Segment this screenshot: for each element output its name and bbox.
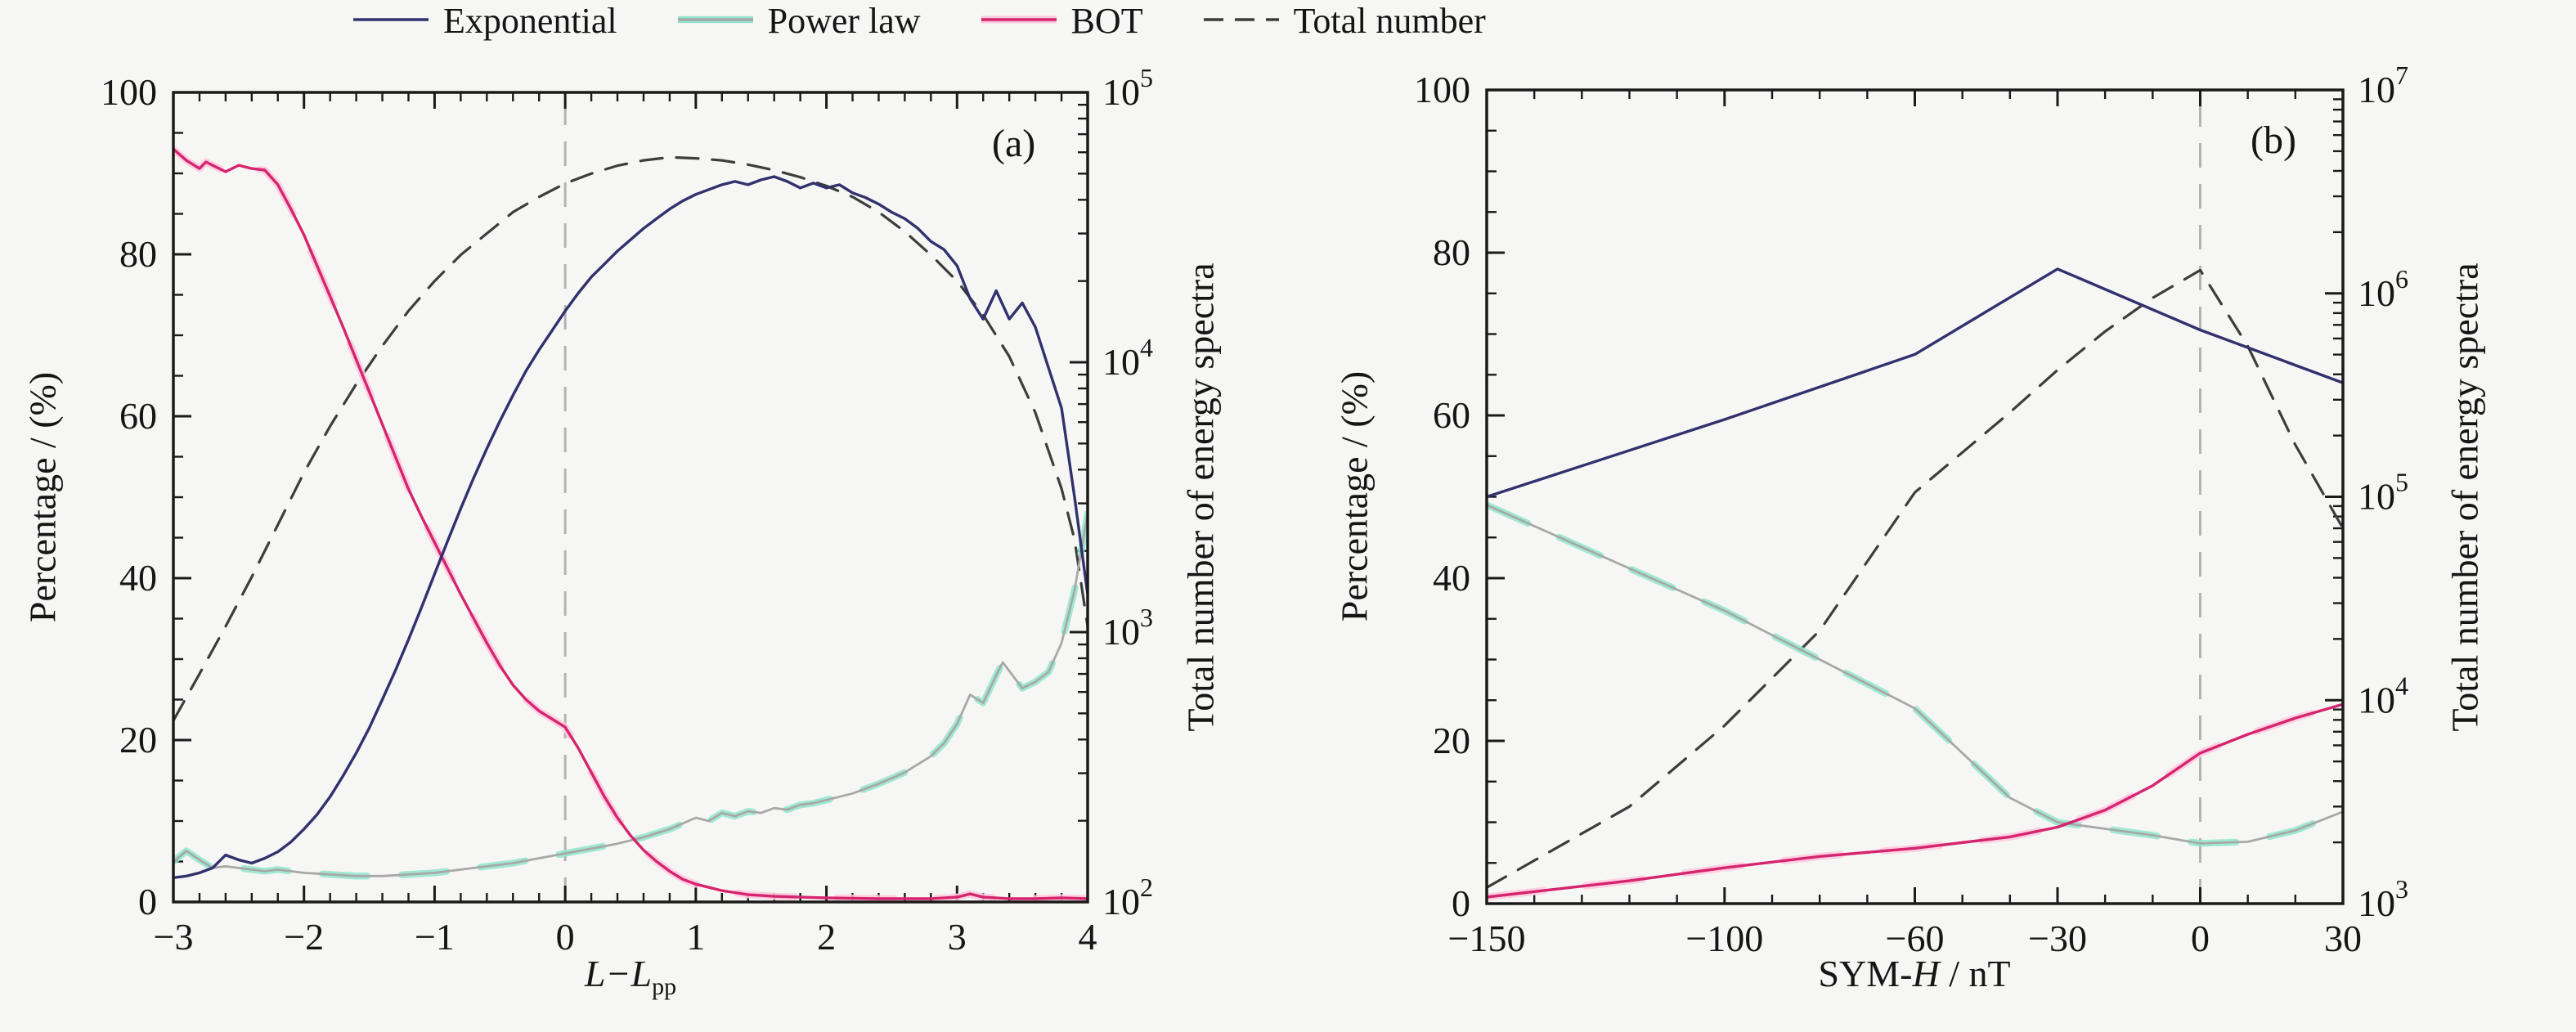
- legend-label: BOT: [1070, 1, 1143, 41]
- panel-a-label: (a): [992, 122, 1036, 165]
- panel-a-series-bot-halo: [173, 145, 1088, 902]
- panel-a-y-left-tick-label: 60: [119, 395, 157, 437]
- panel-b-series-bot: [1487, 702, 2343, 899]
- panel-b-series-power-halo: [1487, 501, 2343, 847]
- bot-line-swatch-icon: [980, 9, 1058, 34]
- panel-b-y-left-tick-label: 60: [1433, 394, 1470, 436]
- legend-item-bot: BOT: [980, 3, 1143, 39]
- legend-item-power-law: Power law: [676, 3, 921, 39]
- legend-label: Power law: [767, 1, 921, 41]
- panel-b-x-tick-label: 30: [2324, 918, 2362, 959]
- panel-a-x-tick-label: 0: [556, 916, 575, 958]
- panel-b-series-bot-halo: [1487, 700, 2343, 901]
- panel-a-y-left-tick-label: 20: [119, 719, 157, 761]
- panel-b-frame: [1485, 88, 2345, 905]
- panel-b-y-left-tick-label: 40: [1433, 557, 1470, 599]
- panel-b-series-power: [1487, 504, 2343, 845]
- total-number-dashed-swatch-icon: [1202, 9, 1281, 34]
- panel-b-y-right-tick-label: 105: [2358, 468, 2408, 518]
- panel-a-x-tick-label: −2: [284, 916, 324, 958]
- panel-b-label: (b): [2251, 119, 2296, 162]
- panel-a-x-tick-label: 4: [1079, 916, 1097, 958]
- panel-a-y-right-tick-label: 104: [1102, 333, 1153, 383]
- legend-label: Exponential: [443, 1, 617, 41]
- panel-b-y-right-tick-label: 106: [2358, 264, 2408, 314]
- panel-a-series-exponential: [173, 175, 1088, 880]
- panel-a-x-tick-label: 3: [948, 916, 967, 958]
- panel-a-y-left-tick-label: 80: [119, 233, 157, 275]
- panel-b-y-left-tick-label: 0: [1452, 882, 1470, 924]
- power-law-line-swatch-icon: [676, 9, 755, 34]
- exponential-line-swatch-icon: [352, 9, 430, 34]
- panel-a-y-left-tick-label: 40: [119, 557, 157, 599]
- panel-a-y-right-tick-label: 103: [1102, 603, 1153, 653]
- legend-item-total-number: Total number: [1202, 3, 1486, 39]
- panel-b-y-right-tick-label: 107: [2358, 61, 2408, 110]
- panel-a-y-right-tick-label: 105: [1102, 63, 1153, 113]
- panel-a-y-left-title: Percentage / (%): [21, 371, 64, 623]
- panel-b-x-tick-label: −30: [2028, 918, 2087, 959]
- panel-b-y-left-title: Percentage / (%): [1333, 370, 1376, 622]
- panel-b-series-total: [1487, 268, 2343, 889]
- panel-b-x-tick-label: −60: [1886, 918, 1945, 959]
- panel-a-y-left-tick-label: 100: [101, 71, 157, 113]
- legend-label: Total number: [1293, 1, 1486, 41]
- panel-b-x-tick-label: −150: [1448, 918, 1526, 959]
- panel-b-y-left-tick-label: 100: [1414, 69, 1470, 110]
- panel-a-x-axis-title: L−Lpp: [584, 953, 677, 1000]
- panel-a-series-power: [173, 512, 1088, 877]
- panel-a-x-tick-label: 1: [686, 916, 705, 958]
- panel-b-x-axis-title: SYM-H / nT: [1818, 953, 2011, 994]
- panel-b-y-right-tick-label: 104: [2358, 671, 2408, 720]
- legend-item-exponential: Exponential: [352, 3, 617, 39]
- panel-a-series-bot: [173, 147, 1088, 900]
- panel-a-y-right-tick-label: 102: [1102, 873, 1153, 922]
- panel-b-y-right-title: Total number of energy spectra: [2444, 262, 2486, 732]
- panel-a-y-left-tick-label: 0: [138, 881, 157, 922]
- panel-a-frame: [172, 91, 1089, 904]
- panel-a-x-tick-label: −1: [415, 916, 455, 958]
- panel-a-x-tick-label: −3: [154, 916, 194, 958]
- panel-b-y-left-tick-label: 80: [1433, 231, 1470, 273]
- panel-b: −150 −100 −60 −30 0 30 0 20 40 60 80 100 103 104 105 10…: [1414, 61, 2408, 959]
- panel-a-y-right-title: Total number of energy spectra: [1179, 262, 1222, 732]
- panel-b-y-left-tick-label: 20: [1433, 720, 1470, 761]
- panel-a-series-total: [173, 155, 1088, 722]
- panel-b-series-exponential: [1487, 267, 2343, 499]
- panel-a-x-tick-label: 2: [817, 916, 836, 958]
- panel-b-x-tick-label: 0: [2191, 918, 2210, 959]
- legend: Exponential Power law BOT Total number: [352, 3, 1486, 39]
- panel-b-x-tick-label: −100: [1685, 918, 1763, 959]
- panel-b-y-right-tick-label: 103: [2358, 874, 2408, 924]
